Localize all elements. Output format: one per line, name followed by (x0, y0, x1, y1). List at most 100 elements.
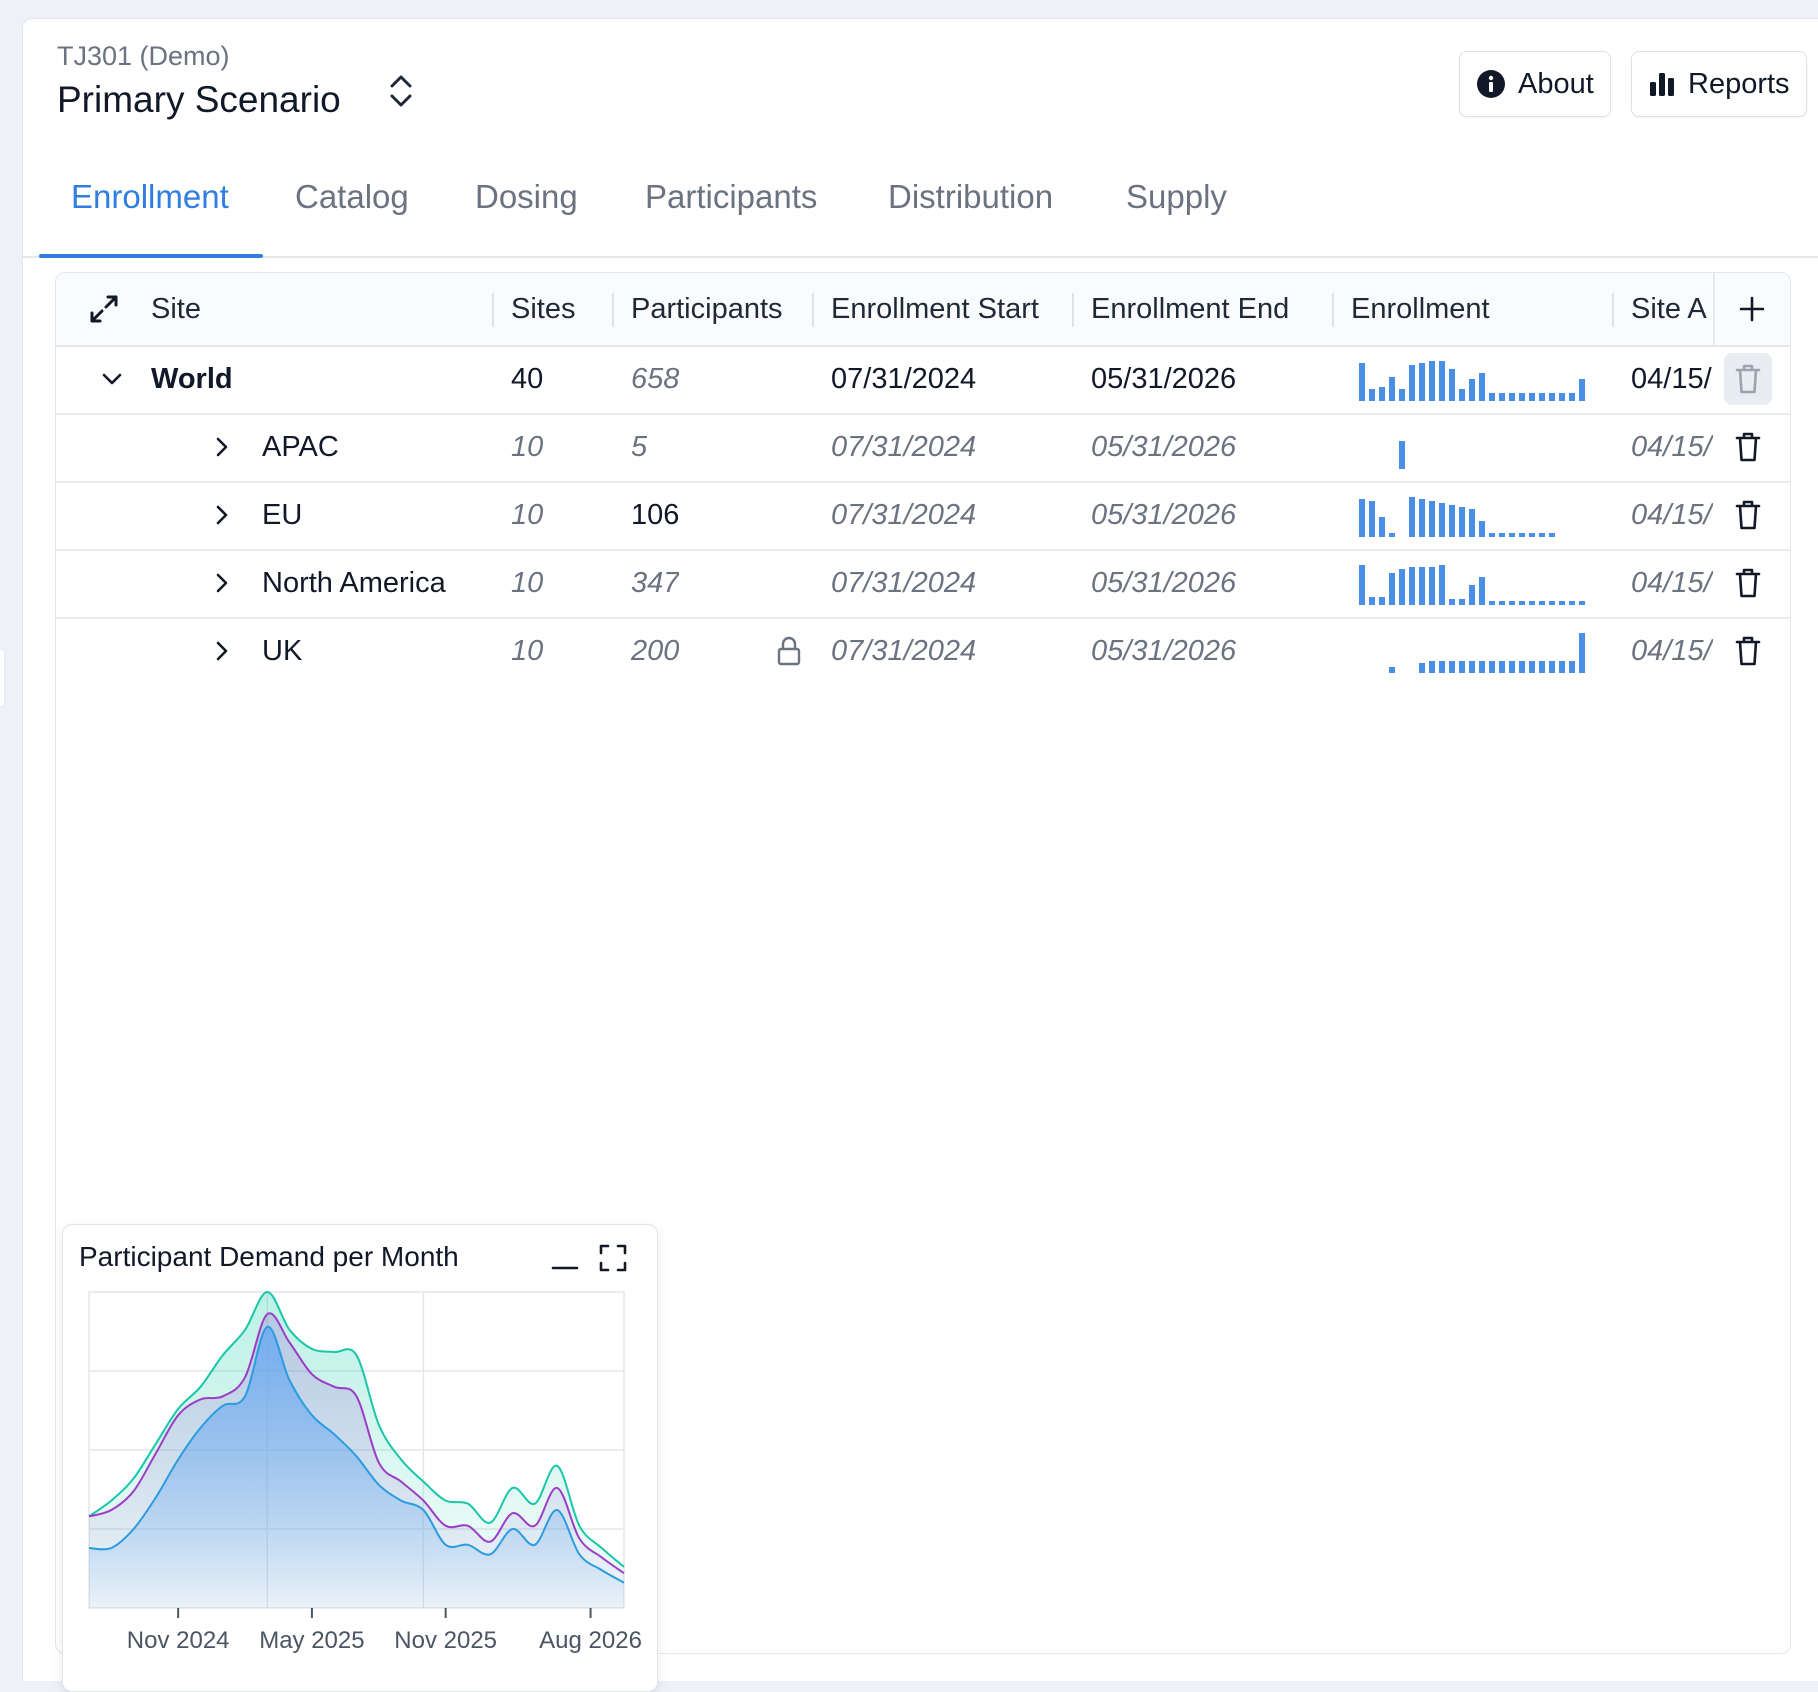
lock-button[interactable] (771, 617, 807, 685)
fullscreen-button[interactable] (594, 1239, 632, 1277)
sparkline-bar (1579, 633, 1585, 673)
sparkline-bar (1499, 393, 1505, 401)
enrollment-sparkline (1359, 497, 1555, 537)
tab-catalog[interactable]: Catalog (295, 178, 409, 215)
about-button[interactable]: About (1459, 51, 1611, 117)
sparkline-bar (1479, 521, 1485, 537)
enrollment-start[interactable]: 07/31/2024 (831, 634, 977, 667)
sparkline-bar (1359, 565, 1365, 605)
delete-row-button[interactable] (1724, 557, 1772, 609)
enrollment-start[interactable]: 07/31/2024 (831, 430, 977, 463)
sparkline-bar (1439, 661, 1445, 673)
enrollment-end[interactable]: 05/31/2026 (1091, 430, 1237, 463)
column-separator[interactable] (1072, 293, 1074, 327)
enrollment-start[interactable]: 07/31/2024 (831, 362, 977, 395)
tab-supply[interactable]: Supply (1126, 178, 1227, 215)
minimize-button[interactable] (546, 1239, 584, 1277)
enrollment-end[interactable]: 05/31/2026 (1091, 566, 1237, 599)
participants-count[interactable]: 106 (631, 498, 680, 531)
trash-icon (1735, 500, 1761, 530)
col-header-sites[interactable]: Sites (511, 292, 576, 325)
expand-all-button[interactable] (80, 273, 128, 345)
collapse-toggle[interactable] (94, 345, 130, 413)
x-tick-label: Aug 2026 (539, 1627, 642, 1654)
enrollment-start[interactable]: 07/31/2024 (831, 498, 977, 531)
delete-row-button[interactable] (1724, 421, 1772, 473)
enrollment-end[interactable]: 05/31/2026 (1091, 362, 1237, 395)
sites-count[interactable]: 40 (511, 362, 544, 395)
trash-icon (1735, 364, 1761, 394)
column-separator[interactable] (1612, 293, 1614, 327)
participants-count[interactable]: 658 (631, 362, 680, 395)
table-row[interactable]: North America 10 347 07/31/2024 05/31/2026 04… (56, 549, 1790, 619)
sparkline-bar (1509, 601, 1515, 605)
header: TJ301 (Demo) Primary Scenario About Repo… (23, 19, 1818, 139)
bar-chart-icon (1650, 73, 1674, 96)
enrollment-end[interactable]: 05/31/2026 (1091, 498, 1237, 531)
add-row-button[interactable] (1728, 273, 1776, 345)
demand-chart-card[interactable]: Participant Demand per Month Nov 2024 May… (62, 1224, 658, 1692)
expand-arrows-icon (90, 295, 118, 323)
sites-count[interactable]: 10 (511, 430, 544, 463)
sparkline-bar (1569, 393, 1575, 401)
table-row[interactable]: EU 10 106 07/31/2024 05/31/2026 04/15/ (56, 481, 1790, 551)
sparkline-bar (1529, 661, 1535, 673)
col-header-site-activation[interactable]: Site A (1631, 292, 1707, 325)
sparkline-bar (1389, 667, 1395, 673)
scenario-switch-button[interactable] (381, 65, 421, 117)
column-separator[interactable] (1332, 293, 1334, 327)
site-activation-date[interactable]: 04/15/ (1631, 430, 1712, 463)
side-drawer-handle[interactable] (0, 650, 4, 706)
table-row[interactable]: World 40 658 07/31/2024 05/31/2026 04/15/ (56, 345, 1790, 415)
tab-dosing[interactable]: Dosing (475, 178, 578, 215)
reports-button[interactable]: Reports (1631, 51, 1807, 117)
sparkline-bar (1489, 393, 1495, 401)
sparkline-bar (1449, 599, 1455, 605)
sparkline-bar (1479, 373, 1485, 401)
delete-row-button[interactable] (1724, 489, 1772, 541)
col-header-enrollment-end[interactable]: Enrollment End (1091, 292, 1290, 325)
expand-toggle[interactable] (204, 617, 240, 685)
sparkline-bar (1579, 601, 1585, 605)
enrollment-start[interactable]: 07/31/2024 (831, 566, 977, 599)
sparkline-bar (1489, 533, 1495, 537)
col-header-participants[interactable]: Participants (631, 292, 783, 325)
sites-count[interactable]: 10 (511, 634, 544, 667)
delete-row-button[interactable] (1724, 353, 1772, 405)
participants-count[interactable]: 5 (631, 430, 648, 463)
col-header-enrollment[interactable]: Enrollment (1351, 292, 1490, 325)
table-row[interactable]: APAC 10 5 07/31/2024 05/31/2026 04/15/ (56, 413, 1790, 483)
delete-row-button[interactable] (1724, 625, 1772, 677)
trash-icon (1735, 636, 1761, 666)
sparkline-bar (1419, 363, 1425, 401)
column-separator[interactable] (612, 293, 614, 327)
expand-toggle[interactable] (204, 413, 240, 481)
enrollment-sparkline (1389, 633, 1585, 673)
site-activation-date[interactable]: 04/15/ (1631, 362, 1712, 395)
col-header-enrollment-start[interactable]: Enrollment Start (831, 292, 1039, 325)
tab-participants[interactable]: Participants (645, 178, 818, 215)
sparkline-bar (1359, 363, 1365, 401)
trash-icon (1735, 432, 1761, 462)
sites-count[interactable]: 10 (511, 498, 544, 531)
col-header-site[interactable]: Site (151, 292, 201, 325)
participants-count[interactable]: 200 (631, 634, 680, 667)
participants-count[interactable]: 347 (631, 566, 680, 599)
column-separator[interactable] (492, 293, 494, 327)
sparkline-bar (1419, 567, 1425, 605)
sparkline-bar (1559, 393, 1565, 401)
sites-count[interactable]: 10 (511, 566, 544, 599)
expand-toggle[interactable] (204, 481, 240, 549)
enrollment-end[interactable]: 05/31/2026 (1091, 634, 1237, 667)
tab-enrollment[interactable]: Enrollment (71, 178, 229, 215)
site-activation-date[interactable]: 04/15/ (1631, 498, 1712, 531)
site-activation-date[interactable]: 04/15/ (1631, 566, 1712, 599)
table-row[interactable]: UK 10 200 07/31/2024 05/31/2026 04/15/ (56, 617, 1790, 685)
main-panel: TJ301 (Demo) Primary Scenario About Repo… (22, 18, 1818, 1692)
scenario-name: Primary Scenario (57, 79, 341, 120)
column-separator[interactable] (812, 293, 814, 327)
expand-toggle[interactable] (204, 549, 240, 617)
site-activation-date[interactable]: 04/15/ (1631, 634, 1712, 667)
tab-distribution[interactable]: Distribution (888, 178, 1054, 215)
sparkline-bar (1429, 501, 1435, 537)
